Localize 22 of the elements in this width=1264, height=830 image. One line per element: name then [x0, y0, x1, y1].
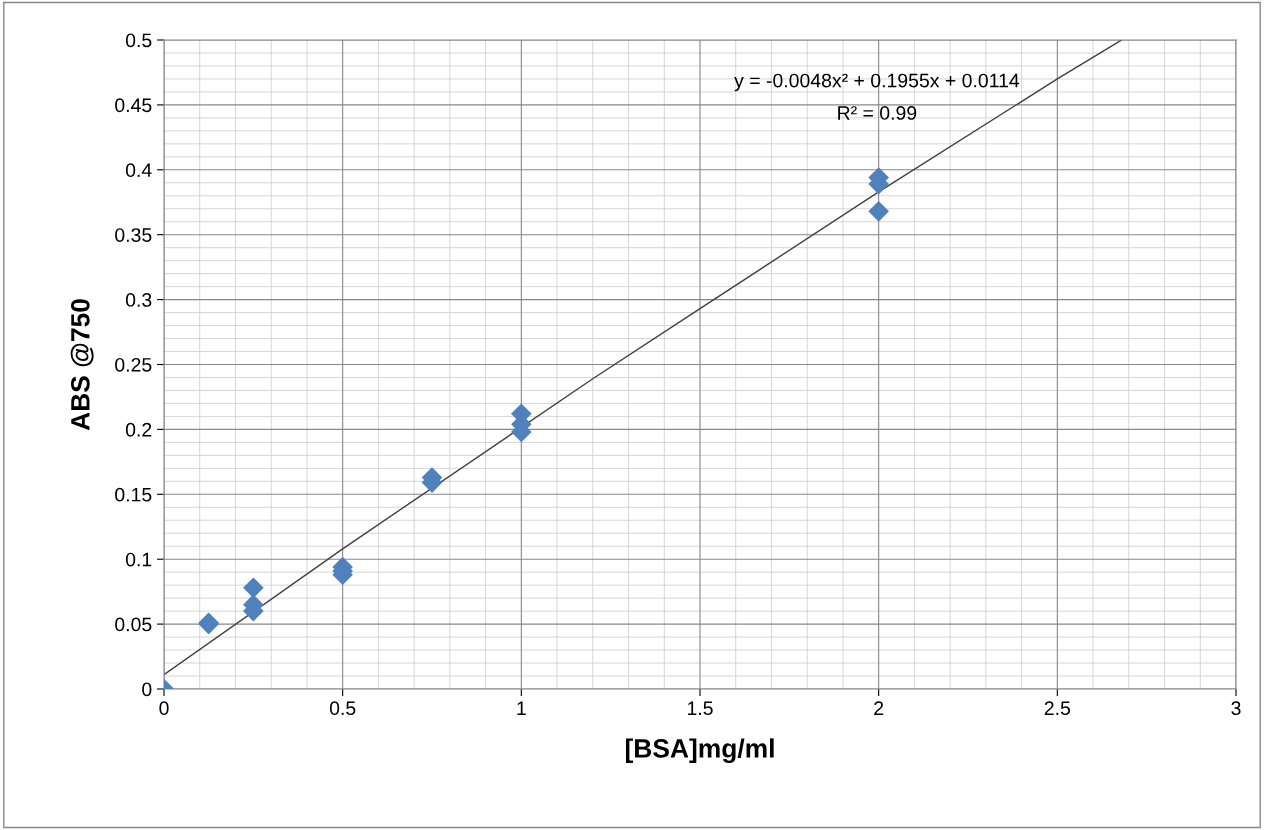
annotation: R² = 0.99: [838, 106, 917, 120]
y-tick-label: 0.05: [115, 617, 152, 632]
y-axis-title: ABS @750: [70, 299, 94, 431]
y-tick-label: 0.1: [125, 552, 152, 567]
x-axis-title: [BSA]mg/ml: [625, 738, 774, 764]
x-tick-label: 0.5: [329, 701, 356, 716]
y-tick-label: 0.3: [125, 293, 152, 307]
y-tick-label: 0.15: [115, 487, 152, 502]
annotation: y = -0.0048x² + 0.1955x + 0.0114: [734, 73, 1020, 92]
x-tick-label: 1: [517, 701, 526, 715]
y-tick-label: 0.4: [125, 163, 152, 178]
y-tick-label: 0.35: [115, 228, 152, 242]
x-tick-label: 0: [159, 701, 169, 716]
y-tick-label: 0.2: [125, 422, 152, 437]
y-tick-label: 0.5: [125, 33, 152, 48]
x-tick-label: 1.5: [687, 701, 713, 716]
y-tick-label: 0.25: [115, 357, 152, 372]
x-tick-label: 2.5: [1044, 701, 1071, 716]
y-tick-label: 0.45: [115, 98, 152, 113]
x-tick-label: 3: [1231, 701, 1241, 716]
y-tick-label: 0: [142, 682, 152, 697]
x-tick-label: 2: [874, 701, 884, 715]
